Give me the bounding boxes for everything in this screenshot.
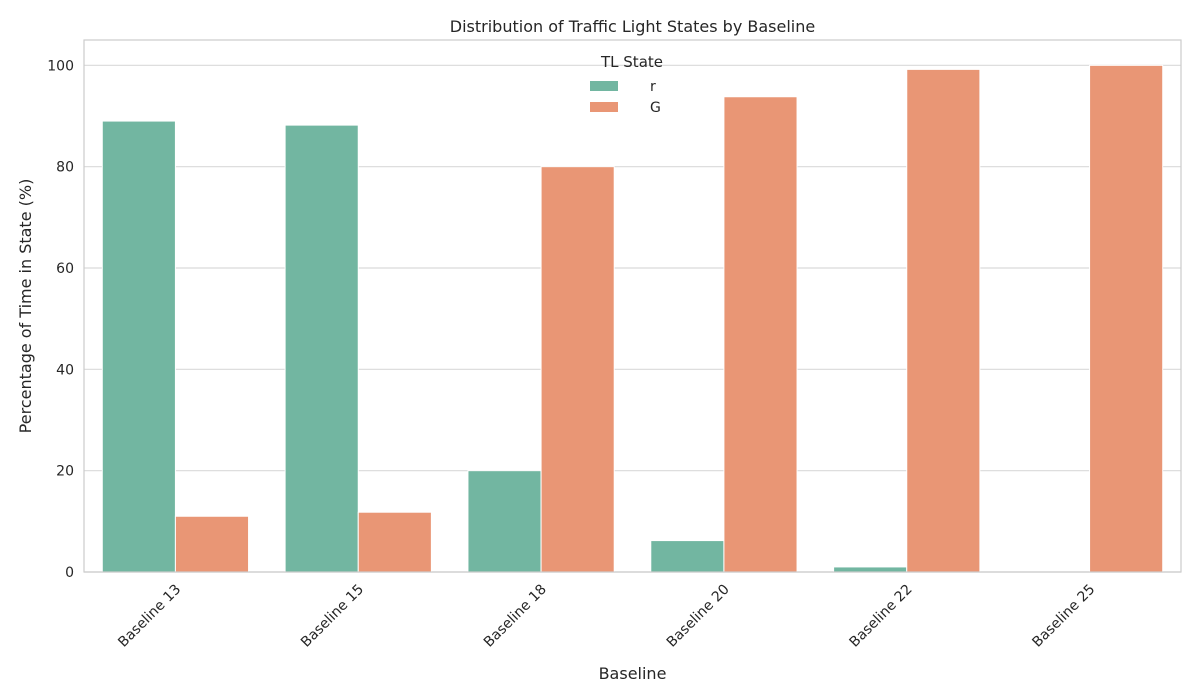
y-tick-labels: 0 20 40 60 80 100 bbox=[47, 58, 74, 581]
y-tick-label: 40 bbox=[56, 362, 74, 378]
bar-r-2 bbox=[284, 124, 359, 573]
bar-r-5 bbox=[833, 566, 908, 573]
x-tick-label: Baseline 25 bbox=[1029, 582, 1098, 651]
legend-swatch-g bbox=[590, 102, 618, 112]
bar-g-1 bbox=[174, 515, 250, 573]
bars bbox=[101, 64, 1164, 573]
y-tick-label: 60 bbox=[56, 261, 74, 277]
legend: TL State r G bbox=[590, 53, 663, 116]
chart-title: Distribution of Traffic Light States by … bbox=[450, 17, 815, 36]
legend-swatch-r bbox=[590, 81, 618, 91]
legend-label-g: G bbox=[650, 100, 661, 116]
gridlines bbox=[84, 64, 1181, 573]
legend-title: TL State bbox=[600, 53, 663, 71]
bar-g-3 bbox=[540, 166, 615, 573]
x-axis-title: Baseline bbox=[599, 664, 667, 683]
bar-g-5 bbox=[906, 68, 981, 573]
bar-g-6 bbox=[1089, 64, 1164, 573]
y-tick-label: 100 bbox=[47, 58, 74, 74]
bar-r-4 bbox=[650, 540, 725, 573]
legend-label-r: r bbox=[650, 79, 656, 95]
bar-r-1 bbox=[101, 120, 176, 573]
bar-g-4 bbox=[723, 96, 798, 573]
y-tick-label: 0 bbox=[65, 565, 74, 581]
y-axis-title: Percentage of Time in State (%) bbox=[16, 179, 35, 434]
x-tick-label: Baseline 13 bbox=[115, 582, 184, 651]
plot-frame bbox=[83, 39, 1182, 573]
x-tick-label: Baseline 20 bbox=[664, 582, 733, 651]
bar-r-3 bbox=[467, 470, 542, 573]
y-tick-label: 80 bbox=[56, 160, 74, 176]
x-tick-labels: Baseline 13 Baseline 15 Baseline 18 Baselin… bbox=[115, 582, 1098, 651]
x-tick-label: Baseline 18 bbox=[481, 582, 550, 651]
bar-g-2 bbox=[357, 511, 432, 573]
y-tick-label: 20 bbox=[56, 464, 74, 480]
x-tick-label: Baseline 22 bbox=[847, 582, 916, 651]
x-tick-label: Baseline 15 bbox=[298, 582, 367, 651]
